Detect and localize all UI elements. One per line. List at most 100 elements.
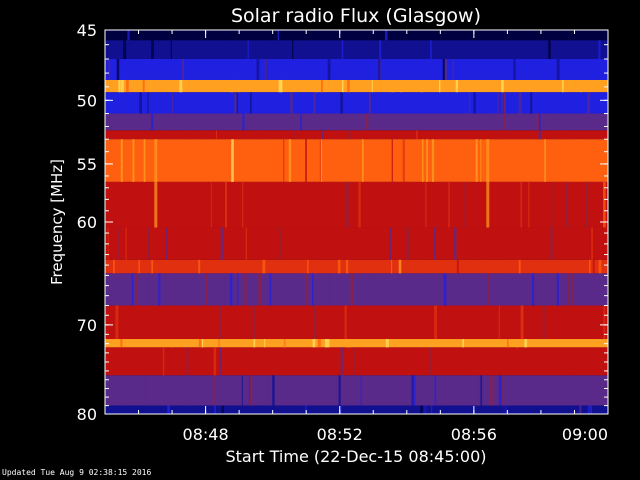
texture-streak — [248, 375, 251, 406]
texture-streak — [241, 375, 243, 406]
texture-streak — [302, 259, 306, 274]
texture-streak — [215, 130, 217, 140]
texture-streak — [550, 40, 554, 60]
texture-streak — [294, 30, 296, 41]
texture-streak — [518, 92, 522, 114]
texture-streak — [542, 305, 545, 340]
texture-streak — [598, 40, 601, 60]
texture-streak — [396, 92, 399, 114]
texture-streak — [218, 339, 220, 348]
y-tick-label: 55 — [77, 155, 97, 174]
texture-streak — [147, 227, 149, 260]
texture-streak — [230, 273, 233, 306]
texture-streak — [343, 30, 345, 41]
x-axis-label: Start Time (22-Dec-15 08:45:00) — [225, 447, 486, 466]
texture-streak — [127, 30, 130, 41]
texture-streak — [170, 40, 172, 60]
x-tick-label: 08:52 — [317, 425, 363, 444]
texture-streak — [313, 92, 316, 114]
texture-streak — [250, 305, 252, 340]
texture-streak — [340, 92, 343, 114]
texture-streak — [307, 30, 311, 41]
texture-streak — [170, 273, 172, 306]
texture-streak — [319, 139, 321, 182]
texture-streak — [139, 92, 142, 114]
texture-streak — [165, 40, 169, 60]
band-4 — [105, 92, 608, 114]
texture-streak — [249, 375, 253, 406]
texture-streak — [120, 227, 124, 260]
texture-streak — [240, 30, 243, 41]
y-axis: 45 50 55 60 70 80 — [77, 21, 608, 424]
texture-streak — [402, 139, 405, 182]
texture-streak — [166, 227, 168, 260]
texture-streak — [498, 375, 502, 406]
texture-streak — [315, 259, 317, 274]
texture-streak — [550, 305, 552, 340]
texture-streak — [121, 79, 124, 93]
texture-streak — [598, 259, 602, 274]
band-8 — [105, 181, 608, 228]
texture-streak — [173, 40, 177, 60]
texture-streak — [327, 59, 331, 80]
texture-streak — [118, 79, 121, 93]
x-axis: 08:48 08:52 08:56 09:00 — [138, 30, 609, 444]
band-15 — [105, 375, 608, 406]
texture-streak — [108, 59, 111, 80]
texture-streak — [341, 79, 344, 93]
texture-streak — [378, 59, 381, 80]
texture-streak — [496, 30, 499, 41]
texture-streak — [420, 79, 424, 93]
texture-streak — [312, 339, 316, 348]
texture-streak — [324, 339, 328, 348]
texture-streak — [587, 92, 590, 114]
texture-streak — [232, 273, 235, 306]
texture-streak — [487, 30, 491, 41]
texture-streak — [425, 181, 427, 228]
texture-streak — [398, 259, 402, 274]
texture-streak — [471, 347, 475, 376]
texture-streak — [118, 259, 120, 274]
texture-streak — [340, 130, 344, 140]
texture-streak — [264, 339, 266, 348]
texture-streak — [416, 130, 418, 140]
texture-streak — [158, 273, 161, 306]
texture-streak — [448, 273, 451, 306]
texture-streak — [551, 181, 553, 228]
texture-streak — [391, 139, 393, 182]
texture-streak — [571, 273, 574, 306]
texture-streak — [151, 40, 154, 60]
band-14 — [105, 347, 608, 376]
texture-streak — [370, 92, 374, 114]
texture-streak — [474, 375, 476, 406]
texture-streak — [278, 227, 281, 260]
texture-streak — [138, 259, 140, 274]
texture-streak — [205, 273, 208, 306]
texture-streak — [518, 259, 521, 274]
texture-streak — [213, 347, 217, 376]
texture-streak — [478, 375, 481, 406]
texture-streak — [230, 79, 234, 93]
y-axis-label: Frequency [MHz] — [48, 159, 66, 285]
texture-streak — [186, 347, 189, 376]
texture-streak — [434, 375, 437, 406]
texture-streak — [429, 40, 432, 60]
texture-streak — [188, 375, 192, 406]
texture-streak — [402, 92, 405, 114]
texture-streak — [360, 375, 362, 406]
texture-streak — [151, 113, 154, 131]
texture-streak — [590, 405, 592, 414]
texture-streak — [323, 59, 325, 80]
updated-timestamp: Updated Tue Aug 9 02:38:15 2016 — [2, 468, 152, 477]
texture-streak — [302, 405, 305, 414]
texture-streak — [497, 92, 499, 114]
texture-streak — [219, 347, 222, 376]
texture-streak — [338, 375, 341, 406]
band-5 — [105, 113, 608, 131]
texture-streak — [300, 113, 302, 131]
texture-streak — [135, 273, 138, 306]
texture-streak — [246, 92, 248, 114]
texture-streak — [548, 40, 551, 60]
